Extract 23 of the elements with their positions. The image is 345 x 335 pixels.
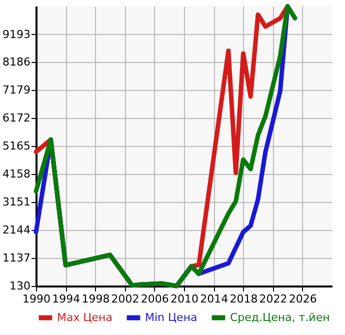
- x-tick-label: 2018: [230, 292, 258, 306]
- y-tick-label: 130: [10, 280, 30, 292]
- x-tick-label: 2014: [200, 292, 228, 306]
- x-tick-label: 2010: [170, 292, 198, 306]
- y-tick-label: 1137: [2, 252, 30, 265]
- x-tick-label: 1990: [22, 292, 50, 306]
- legend-label: Max Цена: [57, 310, 112, 324]
- x-tick-label: 2002: [111, 292, 140, 306]
- y-tick-label: 4158: [2, 168, 30, 181]
- legend-label: Сред.Цена, т.йен: [230, 310, 330, 324]
- x-tick-label: 1994: [52, 292, 80, 306]
- y-tick-label: 2144: [2, 224, 30, 237]
- x-tick-label: 2026: [288, 292, 317, 306]
- x-tick-label: 1998: [82, 292, 110, 306]
- y-tick-label: 5165: [2, 140, 30, 153]
- y-tick-label: 9193: [2, 28, 30, 41]
- y-tick-label: 7179: [2, 84, 30, 97]
- legend-label: Min Цена: [145, 310, 198, 324]
- x-tick-label: 2006: [140, 292, 169, 306]
- y-tick-label: 3151: [2, 196, 30, 209]
- x-tick-label: 2022: [259, 292, 288, 306]
- y-tick-label: 6172: [2, 112, 30, 125]
- y-tick-label: 8186: [2, 56, 30, 69]
